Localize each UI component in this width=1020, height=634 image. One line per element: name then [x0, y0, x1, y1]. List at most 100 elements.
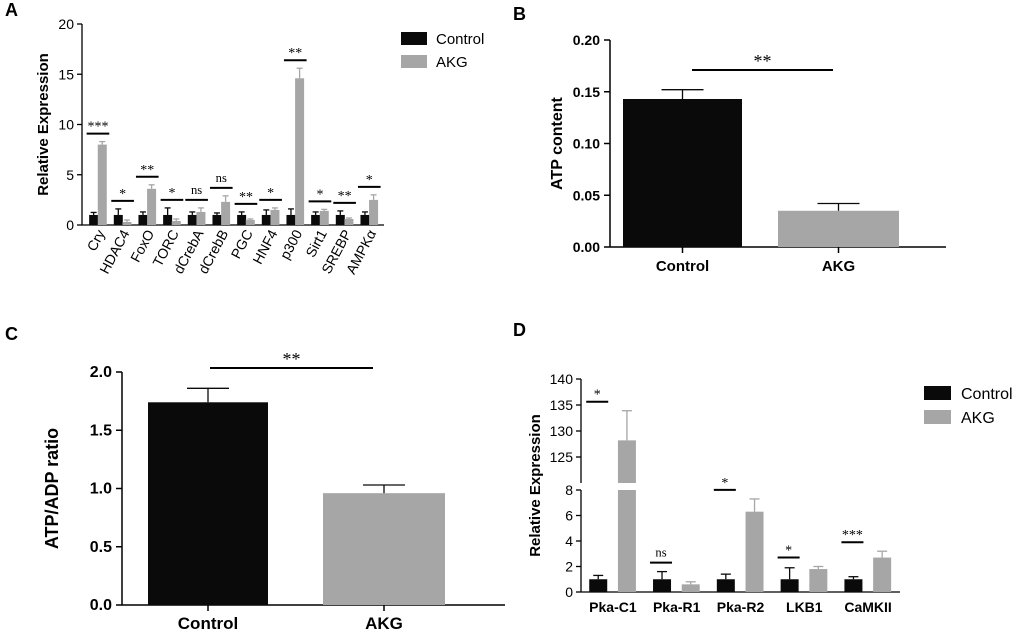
- y-axis-label: Relative Expression: [527, 414, 544, 557]
- bar-control: [780, 579, 799, 592]
- bar-akg: [369, 199, 379, 225]
- error-bar-control: [657, 570, 668, 580]
- x-tick-label: p300: [276, 227, 305, 262]
- bar-akg: [245, 219, 255, 225]
- bar-control: [360, 214, 370, 225]
- x-tick-label: Pka-R2: [717, 599, 765, 615]
- bar-akg: [873, 557, 892, 592]
- bar-akg: [778, 210, 899, 247]
- significance-label: **: [754, 51, 772, 71]
- significance-label: ***: [87, 120, 108, 135]
- significance-label: ns: [655, 546, 666, 560]
- bar-akg: [147, 188, 157, 225]
- error-bar-control: [337, 210, 344, 215]
- legend: Control AKG: [924, 386, 1013, 427]
- significance-marker: ns: [185, 183, 208, 201]
- significance-marker: **: [135, 163, 159, 178]
- error-bar-control: [287, 208, 294, 215]
- error-bar-akg: [363, 484, 405, 494]
- panel-b-chart: 0.00 0.05 0.10 0.15 0.20 ATP content Control AK…: [549, 32, 946, 275]
- error-bar-akg: [813, 565, 824, 570]
- error-bar-akg: [173, 218, 180, 221]
- panel-label-d: D: [513, 320, 526, 340]
- significance-label: **: [288, 46, 302, 61]
- significance-marker: **: [283, 46, 307, 62]
- bar-akg-lower: [617, 490, 636, 592]
- significance-label: **: [283, 349, 301, 369]
- panel-label-b: B: [513, 4, 526, 24]
- bar-akg: [221, 201, 231, 225]
- bar-akg: [270, 209, 280, 225]
- legend-swatch-control: [924, 386, 951, 400]
- significance-marker: ns: [650, 546, 673, 564]
- y-tick-label: 20: [58, 16, 74, 32]
- error-bar-akg: [222, 195, 229, 202]
- bar-control: [187, 214, 197, 225]
- significance-label: **: [140, 163, 154, 178]
- significance-marker: *: [357, 173, 381, 188]
- x-tick-label: Pka-R1: [653, 599, 701, 615]
- y-tick-label: 8: [565, 482, 573, 498]
- bar-control: [623, 98, 742, 248]
- panel-label-c: C: [5, 324, 18, 344]
- y-tick-label: 0.00: [573, 239, 600, 255]
- significance-marker: **: [234, 190, 258, 205]
- significance-marker: *: [586, 388, 609, 403]
- error-bar-control: [593, 574, 604, 580]
- bar-control: [311, 214, 321, 225]
- x-tick-label: Control: [178, 614, 238, 633]
- significance-label: *: [168, 186, 175, 201]
- bar-akg: [97, 144, 107, 225]
- significance-label: ns: [216, 171, 227, 185]
- bar-akg: [319, 210, 329, 225]
- y-tick-label: 0.5: [90, 539, 112, 556]
- error-bar-control: [139, 211, 146, 215]
- bar-akg: [323, 493, 445, 605]
- error-bar-control: [115, 208, 122, 215]
- y-tick-label: 135: [550, 397, 574, 413]
- y-tick-label: 130: [550, 423, 574, 439]
- significance-label: ns: [191, 183, 202, 197]
- legend-swatch-akg: [401, 55, 427, 68]
- significance-marker: *: [160, 186, 184, 201]
- significance-label: ***: [842, 528, 863, 543]
- error-bar-akg: [148, 184, 155, 189]
- y-tick-label: 10: [58, 117, 74, 133]
- error-bar-akg: [877, 550, 888, 558]
- bar-akg-upper: [617, 440, 636, 483]
- legend-label-akg: AKG: [961, 410, 995, 427]
- y-tick-label: 0.0: [90, 597, 112, 614]
- error-bar-akg: [321, 208, 328, 211]
- significance-marker: *: [259, 186, 282, 201]
- error-bar-control: [164, 207, 171, 215]
- y-tick-label: 0: [565, 584, 573, 600]
- error-bar-akg: [296, 67, 303, 79]
- bar-control: [261, 214, 271, 225]
- error-bar-akg: [99, 140, 106, 145]
- significance-marker: *: [713, 476, 736, 491]
- bar-control: [212, 214, 222, 225]
- significance-label: *: [267, 186, 274, 201]
- bar-control: [237, 214, 247, 225]
- legend-label-control: Control: [961, 386, 1013, 403]
- bar-akg: [745, 511, 764, 592]
- y-tick-label: 4: [565, 533, 573, 549]
- x-tick-label: Pka-C1: [589, 599, 637, 615]
- y-axis-label: ATP/ADP ratio: [42, 428, 62, 549]
- significance-label: *: [785, 544, 792, 559]
- panel-label-a: A: [5, 0, 18, 20]
- bar-control: [89, 214, 99, 225]
- panel-d-chart: 0 2 4 6 8 125 130 135 140 Relative Expression * Pka…: [527, 371, 1013, 615]
- bar-akg: [681, 584, 700, 592]
- error-bar-akg: [370, 194, 377, 200]
- x-tick-label: LKB1: [786, 599, 823, 615]
- significance-marker: *: [111, 187, 134, 202]
- legend-swatch-control: [401, 32, 427, 45]
- legend-label-control: Control: [436, 31, 484, 48]
- significance-marker: **: [692, 51, 833, 71]
- error-bar-akg: [817, 202, 860, 211]
- error-bar-akg: [749, 498, 760, 512]
- y-tick-label: 6: [565, 508, 573, 524]
